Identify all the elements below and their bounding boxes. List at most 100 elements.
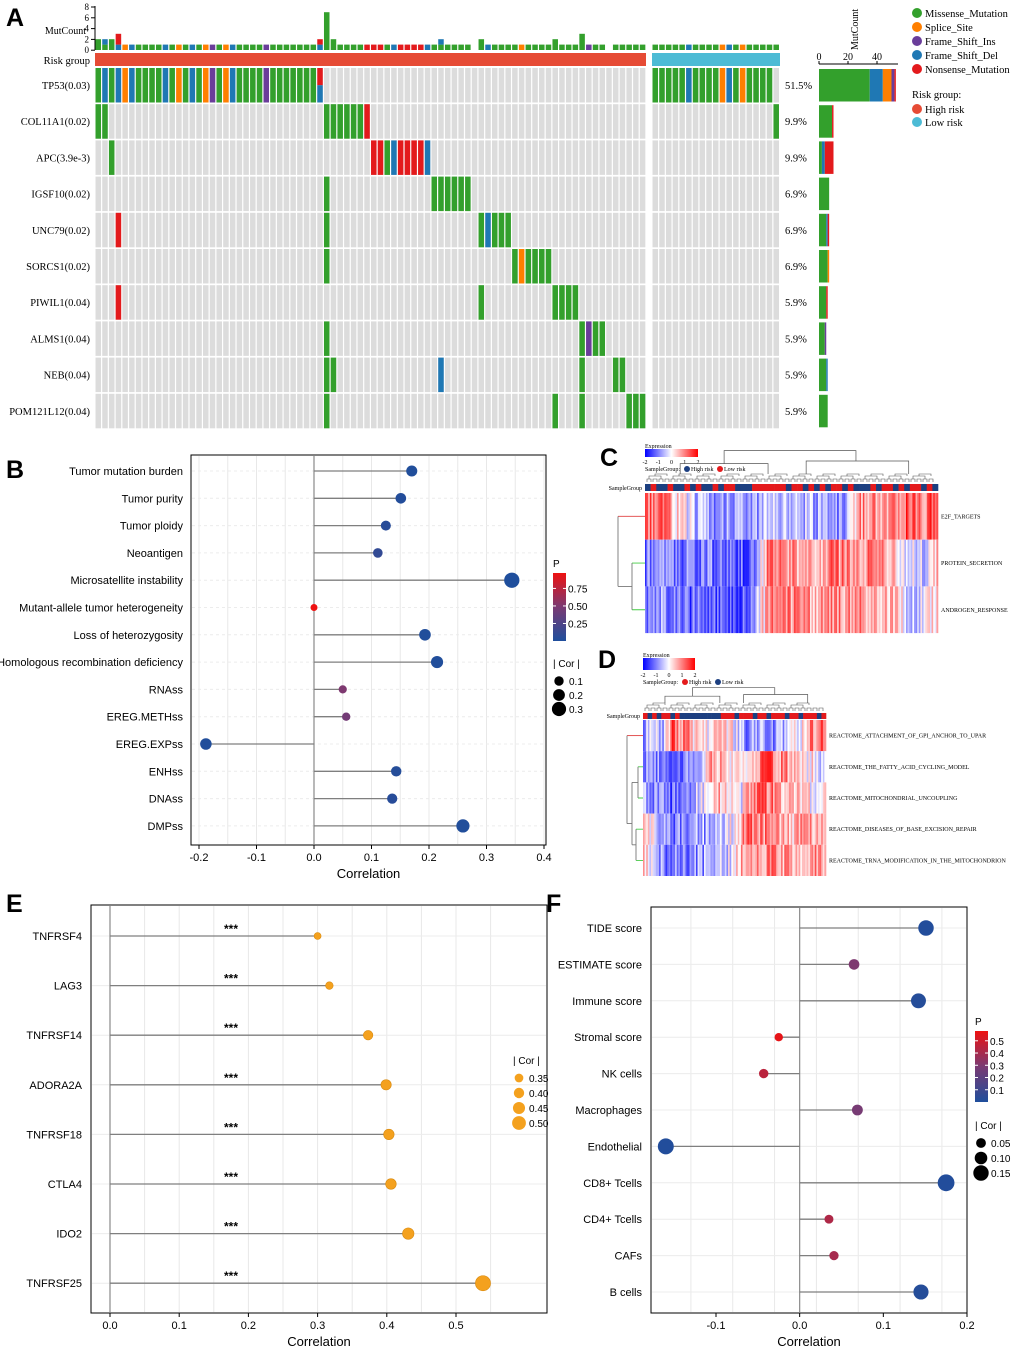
heatmap-cell: [896, 586, 899, 634]
heatmap-cell: [736, 493, 739, 540]
heatmap-cell: [681, 493, 684, 540]
heatmap-cell: [825, 586, 828, 634]
oncoprint-cell: [243, 104, 249, 139]
heatmap-cell: [740, 751, 743, 783]
heatmap-cell: [789, 586, 791, 634]
heatmap-cell: [662, 586, 665, 634]
oncoprint-cell: [451, 68, 458, 103]
oncoprint-cell: [243, 140, 249, 175]
heatmap-cell: [731, 720, 734, 752]
mutation-cell: [276, 68, 283, 103]
oncoprint-cell: [539, 393, 545, 429]
heatmap-cell: [849, 539, 852, 587]
oncoprint-cell: [665, 104, 672, 139]
heatmap-cell: [736, 720, 739, 752]
row-label: CD4+ Tcells: [583, 1214, 642, 1226]
oncoprint-cell: [706, 176, 712, 212]
heatmap-cell: [917, 539, 920, 587]
heatmap-cell: [755, 782, 758, 814]
heatmap-cell: [662, 782, 665, 814]
oncoprint-cell: [95, 140, 102, 175]
oncoprint-cell: [498, 140, 505, 175]
mutation-cell: [451, 176, 458, 212]
oncoprint-cell: [760, 357, 766, 393]
oncoprint-cell: [236, 285, 243, 320]
dendrogram-branch: [686, 707, 692, 711]
oncoprint-cell: [209, 140, 216, 175]
heatmap-cell: [774, 586, 777, 634]
heatmap-cell: [673, 844, 676, 876]
oncoprint-cell: [108, 285, 115, 320]
lollipop-point: [402, 1227, 415, 1240]
oncoprint-cell: [196, 140, 202, 175]
heatmap-cell: [797, 782, 800, 814]
heatmap-cell: [843, 493, 846, 540]
oncoprint-cell: [276, 104, 283, 139]
heatmap-cell: [688, 539, 691, 587]
heatmap-cell: [681, 813, 684, 845]
heatmap-cell: [817, 720, 820, 752]
heatmap-cell: [726, 782, 729, 814]
oncoprint-cell: [633, 357, 639, 393]
heatmap-cell: [782, 720, 785, 752]
dendrogram-branch: [658, 478, 664, 482]
row-label: RNAss: [149, 684, 184, 696]
mutation-cell: [505, 212, 511, 248]
heatmap-cell: [679, 813, 682, 845]
significance-stars: ***: [224, 1170, 238, 1184]
heatmap-cell: [813, 493, 816, 540]
oncoprint-cell: [491, 68, 498, 103]
oncoprint-cell: [478, 140, 485, 175]
oncoprint-cell: [263, 321, 270, 356]
heatmap-cell: [745, 720, 748, 752]
oncoprint-cell: [712, 321, 719, 356]
heatmap-cell: [733, 539, 735, 587]
heatmap-cell: [695, 720, 698, 752]
dendrogram-branch: [898, 478, 904, 482]
lollipop-point: [383, 1128, 395, 1140]
heatmap-cell: [731, 493, 734, 540]
sample-mutcount-bar: [672, 44, 679, 50]
oncoprint-cell: [579, 285, 585, 320]
sample-mutcount-bar: [458, 44, 464, 50]
heatmap-cell: [749, 539, 751, 587]
size-legend-dot: [974, 1151, 988, 1165]
heatmap-cell: [787, 493, 790, 540]
row-label: TNFRSF4: [33, 931, 83, 943]
heatmap-cell: [790, 751, 793, 783]
oncoprint-cell: [169, 321, 175, 356]
heatmap-cell: [904, 539, 907, 587]
heatmap-cell: [713, 782, 716, 814]
oncoprint-cell: [465, 357, 471, 393]
oncoprint-cell: [525, 176, 532, 212]
oncoprint-cell: [203, 212, 209, 248]
oncoprint-cell: [766, 393, 773, 429]
oncoprint-cell: [726, 140, 732, 175]
heatmap-cell: [814, 539, 817, 587]
heatmap-cell: [646, 720, 649, 752]
dendrogram-branch: [662, 707, 668, 711]
heatmap-cell: [888, 586, 891, 634]
sample-mutcount-bar: [364, 44, 370, 50]
row-label: LAG3: [54, 981, 82, 993]
oncoprint-cell: [773, 212, 779, 248]
oncoprint-cell: [317, 176, 323, 212]
oncoprint-cell: [512, 212, 518, 248]
heatmap-cell: [771, 493, 774, 540]
oncoprint-cell: [377, 249, 384, 284]
mutation-cell: [726, 68, 732, 103]
row-label: DMPss: [148, 821, 184, 833]
oncoprint-cell: [633, 249, 639, 284]
dendrogram-branch: [792, 473, 812, 479]
samplegroup-cell: [748, 713, 754, 719]
heatmap-cell: [753, 493, 756, 540]
mutation-cell: [102, 104, 108, 139]
heatmap-cell: [678, 751, 681, 783]
oncoprint-cell: [619, 393, 626, 429]
heatmap-cell: [670, 586, 673, 634]
heatmap-cell: [789, 493, 791, 540]
oncoprint-cell: [719, 285, 726, 320]
heatmap-cell: [793, 539, 796, 587]
oncoprint-cell: [95, 212, 102, 248]
heatmap-cell: [687, 844, 690, 876]
